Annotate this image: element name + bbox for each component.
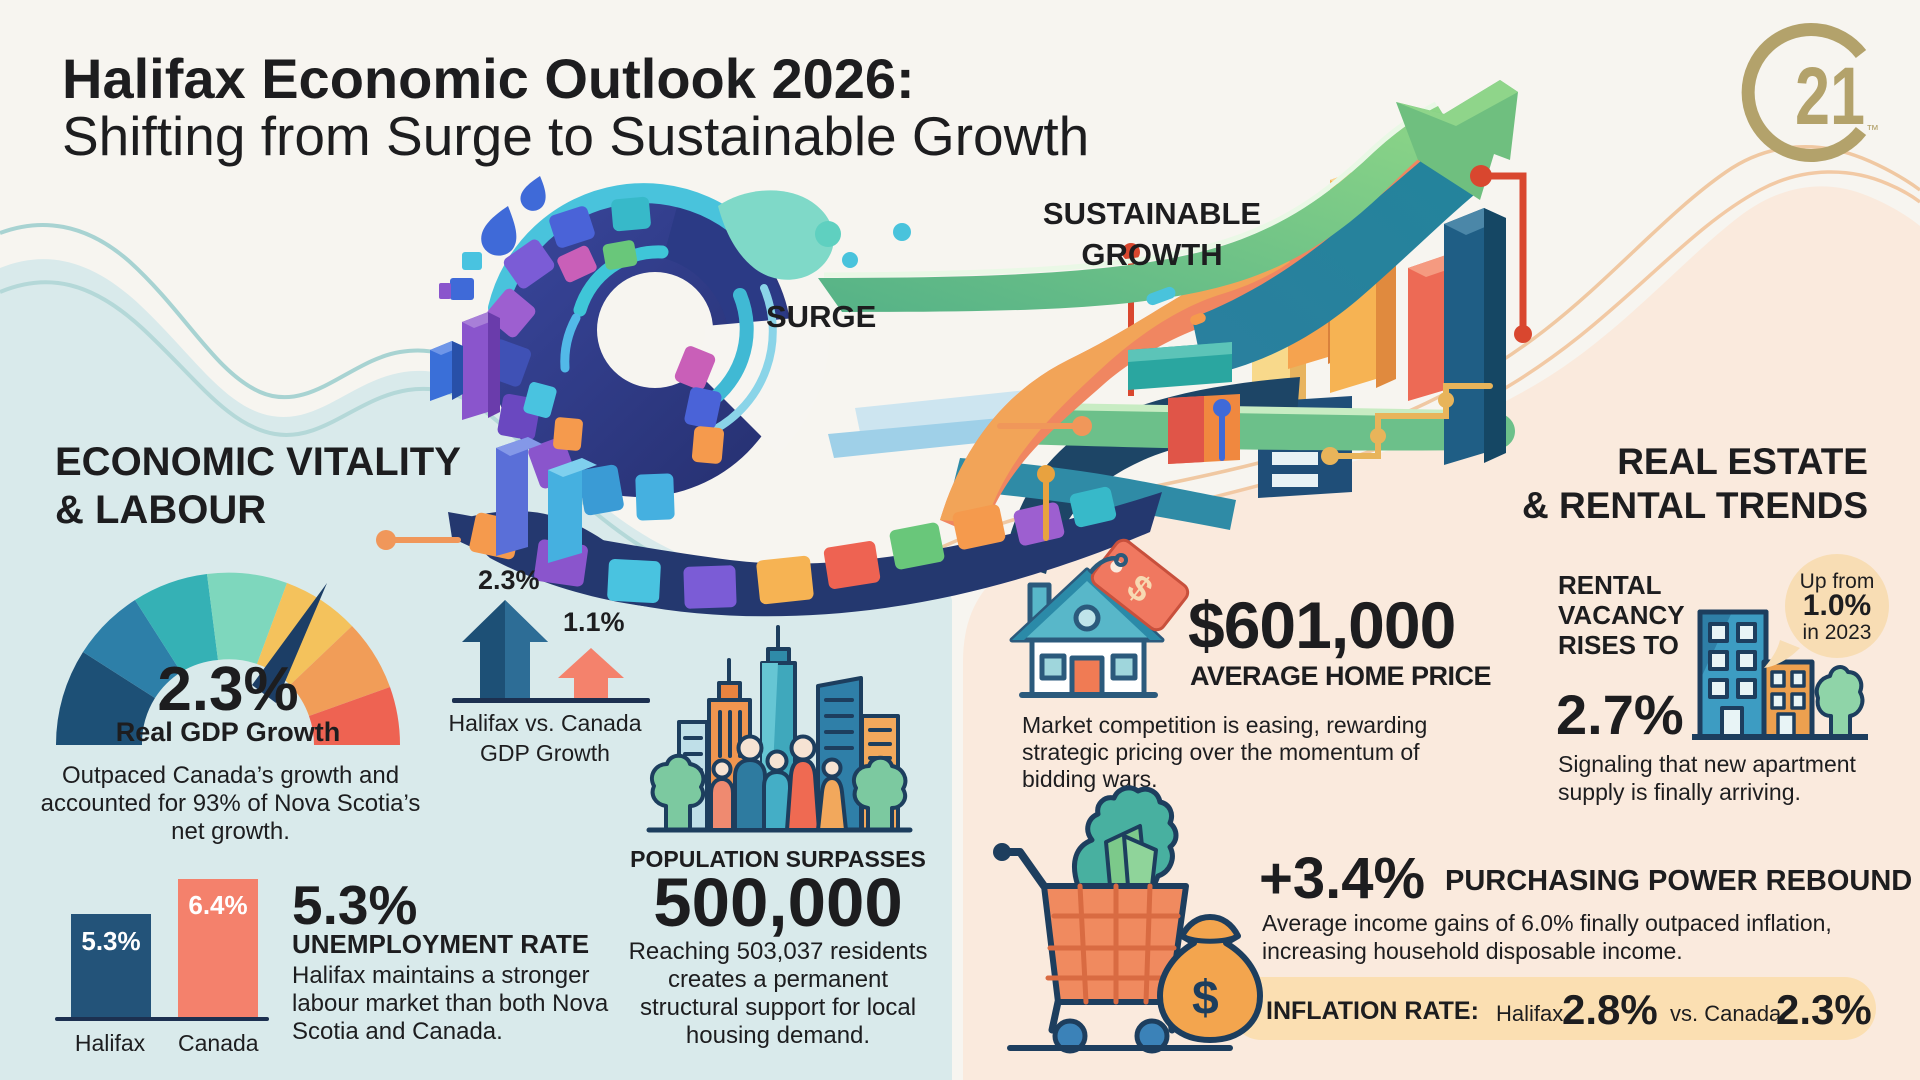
svg-text:21: 21	[1795, 51, 1865, 142]
svg-text:™: ™	[1866, 122, 1879, 137]
svg-text:$: $	[1192, 972, 1219, 1025]
